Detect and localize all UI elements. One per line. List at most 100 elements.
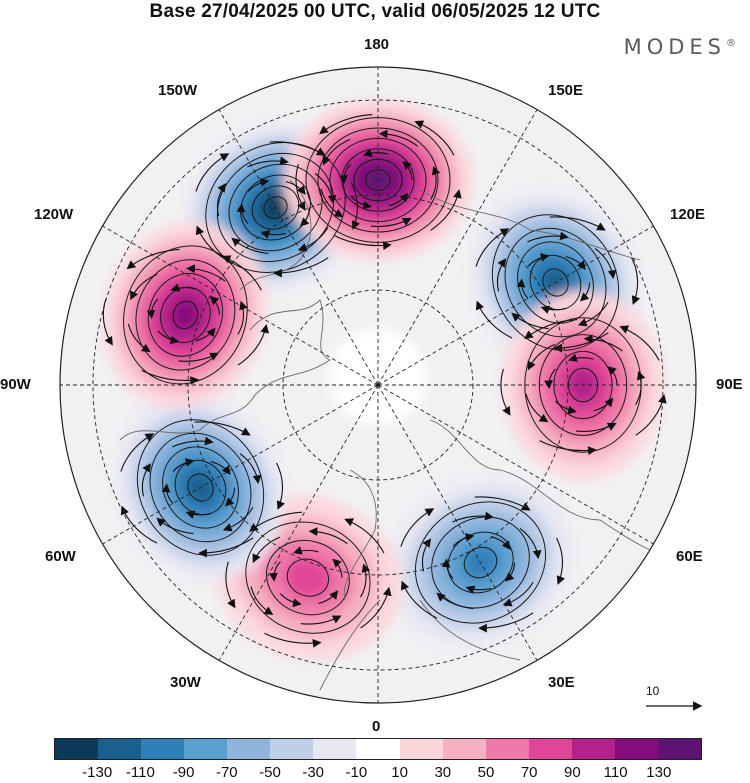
colorbar-swatch (571, 739, 615, 759)
streamline-arrow (430, 165, 441, 200)
lon-label-120e: 120E (670, 206, 706, 223)
streamline-arrow (300, 615, 342, 625)
map-border (59, 66, 697, 704)
streamline-arrow (350, 195, 372, 210)
streamline-arrow (402, 160, 413, 181)
streamline-arrow (156, 517, 194, 535)
colorbar-swatch (356, 739, 400, 759)
colorbar-swatch (313, 739, 357, 759)
streamline-arrow (360, 586, 392, 629)
lon-label-180: 180 (364, 36, 390, 53)
colorbar-swatch (141, 739, 185, 759)
colorbar-swatch (55, 739, 99, 759)
lon-label-30e: 30E (548, 674, 575, 691)
streamline-arrow (475, 228, 510, 267)
contour-line (263, 196, 288, 219)
streamline-arrow (527, 253, 550, 267)
colorbar-swatch (614, 739, 658, 759)
streamline-arrow (127, 323, 151, 353)
colorbar-swatch (227, 739, 271, 759)
colorbar-swatch (485, 739, 529, 759)
streamline-arrow (318, 590, 339, 605)
contour-line (286, 558, 330, 597)
streamline-arrow (293, 546, 319, 555)
streamline-arrow (436, 592, 474, 610)
latitude-circle (92, 99, 664, 671)
streamline-arrow (519, 528, 542, 560)
colorbar-swatch (98, 739, 142, 759)
streamline-arrow (269, 141, 326, 156)
coastlines (119, 179, 691, 691)
streamline-arrow (322, 138, 351, 166)
streamline-arrow (260, 230, 287, 239)
streamline-arrow (276, 462, 285, 510)
streamline-arrow (344, 518, 385, 554)
streamline-arrow (209, 295, 220, 315)
streamline-arrow (102, 298, 113, 346)
coastline (319, 599, 521, 691)
streamline-arrow (172, 436, 214, 448)
streamline-arrow (216, 183, 227, 217)
streamlines (102, 114, 667, 648)
registered-mark: ® (726, 38, 736, 49)
streamline-arrow (297, 226, 329, 252)
streamline-arrow (141, 463, 152, 497)
streamline-arrow (279, 593, 302, 608)
colorbar-tick-label: 130 (646, 764, 672, 781)
streamline-arrow (239, 453, 262, 485)
streamline-arrow (631, 257, 641, 305)
streamline-arrow (635, 394, 667, 436)
contour-line (414, 501, 547, 624)
streamline-arrow (178, 352, 219, 362)
coastline (343, 469, 377, 601)
streamline-arrow (332, 558, 343, 578)
contour-line (365, 169, 391, 191)
lon-label-90w: 90W (0, 376, 31, 393)
colorbar-tick-label: 50 (477, 764, 495, 781)
streamline-arrow (231, 237, 269, 255)
streamline-arrow (249, 511, 303, 532)
streamline-arrow (314, 173, 337, 205)
streamline-arrow (360, 563, 371, 598)
streamline-arrow (388, 192, 409, 207)
streamline-arrow (516, 278, 529, 299)
colorbar (54, 738, 702, 760)
streamline-arrow (161, 483, 174, 504)
colorbar-tick-label: -70 (215, 764, 238, 781)
streamline-arrow (583, 334, 623, 352)
streamline-arrow (635, 370, 646, 405)
colorbar-tick-label: 90 (564, 764, 581, 781)
streamline-arrow (511, 312, 549, 330)
coastline (119, 299, 331, 441)
contour-line (266, 540, 350, 616)
contour-line (317, 127, 439, 233)
streamline-arrow (500, 368, 511, 416)
brand-name: MODES (623, 35, 726, 59)
streamline-arrow (475, 300, 513, 339)
streamline-arrow (378, 129, 418, 147)
anomaly-contours (123, 245, 248, 385)
colorbar-swatch (442, 739, 486, 759)
streamline-arrow (237, 300, 248, 335)
streamline-arrow (222, 506, 254, 532)
streamline-arrow (252, 536, 281, 564)
streamline-arrow (195, 153, 230, 192)
streamline-arrow (553, 332, 609, 353)
streamline-arrow (465, 585, 492, 594)
streamline-arrow (264, 632, 322, 648)
colorbar-tick-label: -130 (82, 764, 113, 781)
lon-label-30w: 30W (170, 674, 201, 691)
streamline-arrow (430, 189, 462, 231)
figure-title: Base 27/04/2025 00 UTC, valid 06/05/2025… (149, 1, 601, 22)
contour-line (147, 273, 223, 357)
lon-label-60e: 60E (676, 548, 703, 565)
streamline-arrow (370, 217, 412, 227)
streamline-arrow (120, 505, 158, 544)
colorbar-swatch (184, 739, 228, 759)
streamline-arrow (351, 182, 360, 230)
reference-vector-label: 10 (646, 684, 660, 698)
contour-line (172, 300, 199, 330)
streamline-arrow (126, 248, 180, 270)
streamline-arrow (474, 496, 531, 511)
streamline-arrow (525, 393, 549, 423)
